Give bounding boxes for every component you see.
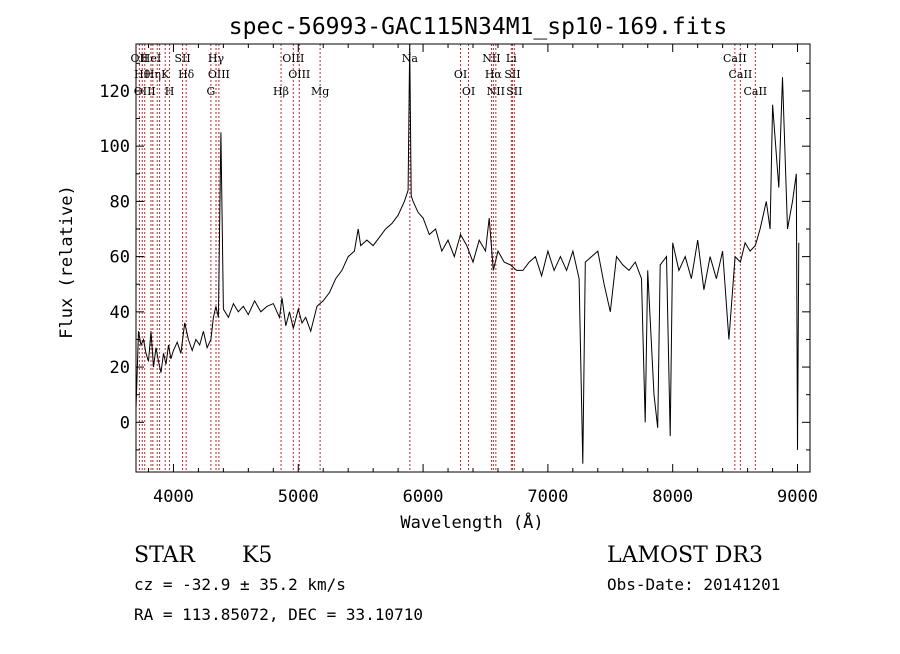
star-subclass: K5	[242, 543, 272, 568]
line-marker-label: H	[165, 85, 175, 98]
x-tick-label: 6000	[403, 487, 444, 507]
line-marker-label: Hγ	[208, 52, 225, 65]
survey-name: LAMOST DR3	[607, 543, 763, 568]
line-marker-label: SII	[174, 52, 190, 65]
line-marker-label: OIII	[288, 68, 310, 81]
line-marker-label: SII	[506, 85, 522, 98]
line-marker-label: Li	[506, 52, 517, 65]
x-tick-label: 4000	[153, 487, 194, 507]
x-axis-label: Wavelength (Å)	[400, 511, 543, 533]
line-marker-label: K	[161, 68, 170, 81]
x-tick-label: 9000	[777, 487, 818, 507]
line-marker-label: OI	[462, 85, 475, 98]
redshift-cz: cz = -32.9 ± 35.2 km/s	[134, 575, 346, 594]
line-marker-label: NII	[482, 52, 500, 65]
y-tick-label: 40	[110, 303, 130, 323]
line-marker-label: OIII	[208, 68, 230, 81]
obs-date: Obs-Date: 20141201	[607, 575, 780, 594]
chart-title: spec-56993-GAC115N34M1_sp10-169.fits	[229, 14, 728, 40]
star-class: STAR	[134, 543, 196, 568]
y-tick-label: 60	[110, 248, 130, 268]
line-marker-label: OII	[131, 52, 149, 65]
line-marker-label: OI	[454, 68, 467, 81]
line-marker-label: CaII	[729, 68, 753, 81]
line-marker-label: CaII	[743, 85, 767, 98]
y-tick-label: 0	[120, 413, 130, 433]
line-marker-label: NII	[487, 85, 505, 98]
line-marker-label: Hα	[485, 68, 503, 81]
x-tick-label: 5000	[278, 487, 319, 507]
y-tick-label: 120	[99, 82, 130, 102]
line-marker-label: Hθ	[134, 68, 151, 81]
line-marker-label: OIII	[134, 85, 156, 98]
line-marker-label: Hδ	[178, 68, 195, 81]
spectrum-line	[135, 43, 800, 464]
series-layer	[135, 43, 800, 464]
y-tick-label: 100	[99, 137, 130, 157]
line-marker-label: Hβ	[273, 85, 289, 98]
line-marker-label: Hη	[145, 68, 161, 81]
line-marker-label: G	[206, 85, 215, 98]
x-tick-label: 8000	[652, 487, 693, 507]
plot-frame	[135, 43, 811, 473]
line-marker-label: Mg	[311, 85, 329, 98]
y-tick-label: 20	[110, 358, 130, 378]
axis-ticks: 4000 5000 6000 7000 8000 9000 0 20 40 60 80 100 120	[99, 44, 818, 507]
line-marker-label: HeI	[141, 52, 161, 65]
y-tick-label: 80	[110, 192, 130, 212]
line-marker-label: OIII	[282, 52, 304, 65]
ra-dec: RA = 113.85072, DEC = 33.10710	[134, 605, 423, 624]
line-markers	[138, 44, 756, 472]
line-marker-label: CaII	[723, 52, 747, 65]
line-marker-label: SII	[504, 68, 520, 81]
line-marker-label: Na	[402, 52, 419, 65]
y-axis-label: Flux (relative)	[57, 185, 77, 339]
x-tick-label: 7000	[527, 487, 568, 507]
